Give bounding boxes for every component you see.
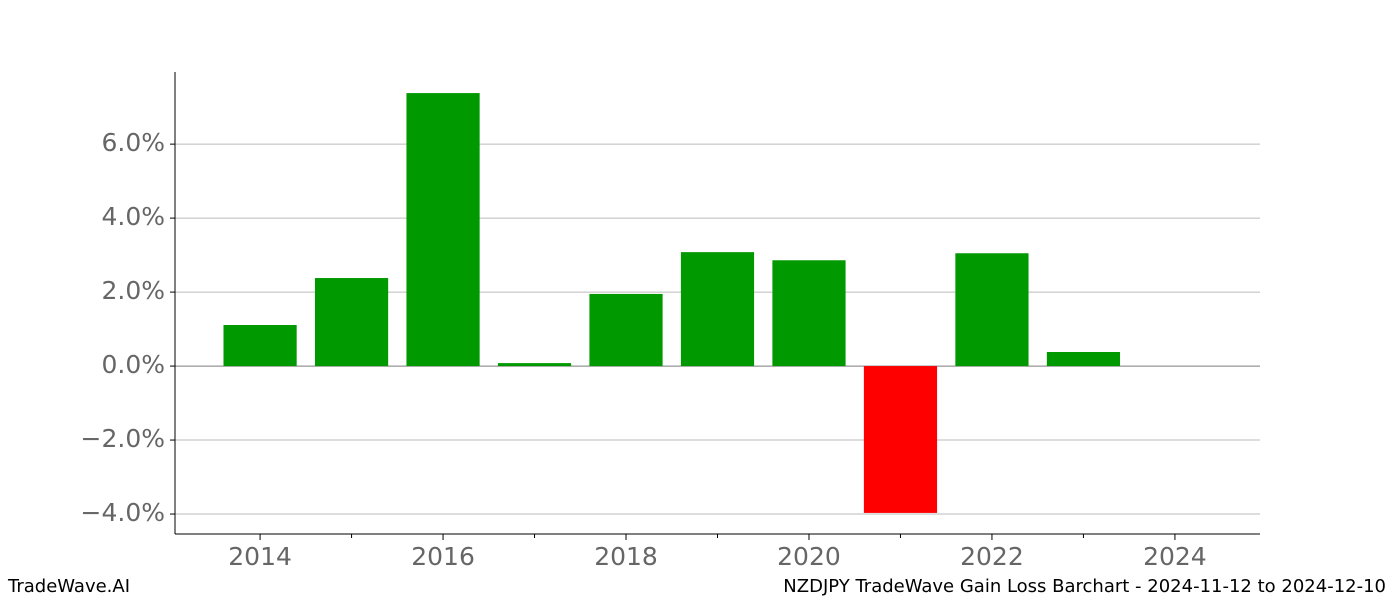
- y-tick-label: −2.0%: [81, 424, 165, 453]
- y-tick-label: 0.0%: [101, 350, 165, 379]
- y-tick-label: −4.0%: [81, 498, 165, 527]
- x-tick-label: 2014: [228, 542, 292, 571]
- x-tick-label: 2022: [960, 542, 1024, 571]
- x-tick-label: 2020: [777, 542, 841, 571]
- bar: [497, 363, 572, 367]
- watermark: TradeWave.AI: [7, 576, 130, 597]
- bar: [589, 293, 663, 367]
- caption: NZDJPY TradeWave Gain Loss Barchart - 20…: [783, 576, 1386, 597]
- bar: [1046, 352, 1121, 367]
- bar: [314, 278, 389, 367]
- y-tick-label: 6.0%: [101, 128, 165, 157]
- y-tick-label: 2.0%: [101, 276, 165, 305]
- bar: [406, 93, 480, 367]
- x-tick-label: 2024: [1143, 542, 1207, 571]
- bar: [772, 260, 846, 367]
- bar: [223, 325, 297, 367]
- bar: [680, 252, 755, 367]
- x-tick-label: 2016: [411, 542, 475, 571]
- x-tick-label: 2018: [594, 542, 658, 571]
- bar: [955, 253, 1029, 367]
- y-tick-label: 4.0%: [101, 202, 165, 231]
- bar: [863, 366, 938, 513]
